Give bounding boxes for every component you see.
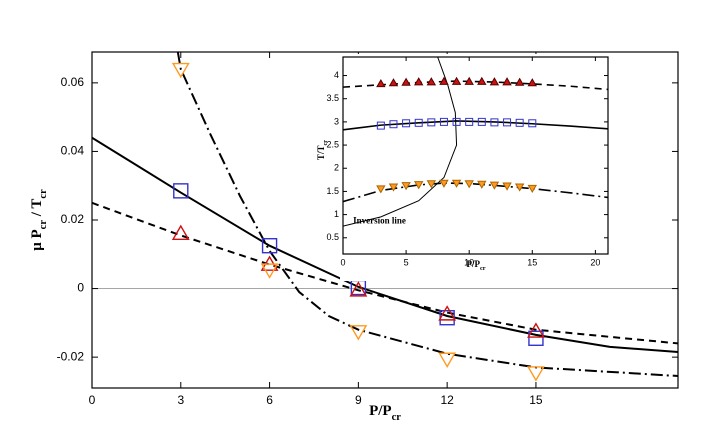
square-marker: [528, 330, 544, 346]
inset-background: [340, 54, 611, 281]
y-tick-label: 0.04: [61, 144, 85, 158]
square-marker: [490, 118, 499, 127]
y-axis-label-part: cr: [38, 189, 49, 199]
triangle-marker: [426, 180, 437, 189]
square-marker: [376, 121, 385, 130]
x-axis-label: P/Pcr: [369, 403, 401, 422]
x-axis-label: P/Pcr: [466, 259, 485, 272]
square-marker: [389, 120, 398, 129]
x-tick-label: 5: [404, 257, 409, 267]
plot-area: [92, 52, 678, 377]
y-axis-label: μ Pcr / Tcr: [29, 189, 48, 251]
x-tick-label: 6: [266, 393, 273, 407]
y-tick-label: 0: [77, 281, 84, 295]
triangle-marker: [426, 77, 437, 86]
square-marker: [261, 238, 278, 254]
x-tick-label: 0: [340, 257, 345, 267]
curve: [343, 120, 608, 131]
triangle-marker: [514, 77, 525, 86]
y-tick-label: 1: [334, 209, 339, 219]
triangle-marker: [401, 77, 411, 86]
triangle-marker: [477, 76, 487, 85]
triangle-marker: [260, 263, 279, 279]
triangle-marker: [388, 183, 399, 192]
curve: [343, 57, 458, 227]
y-axis-label-part: / T: [29, 199, 45, 220]
x-tick-label: 15: [529, 393, 543, 407]
triangle-marker: [376, 185, 386, 194]
x-axis-label-part: cr: [392, 412, 402, 423]
x-tick-label: 9: [355, 393, 362, 407]
triangle-marker: [527, 366, 545, 382]
triangle-marker: [527, 184, 538, 194]
x-axis-label-part: P/P: [369, 403, 392, 419]
y-tick-label: 3: [334, 116, 339, 126]
y-tick-label: 2.5: [326, 139, 339, 149]
square-marker: [173, 183, 189, 199]
curve: [176, 52, 678, 377]
y-axis-label: T/Tcr: [316, 140, 329, 160]
triangle-marker: [376, 79, 386, 88]
square-marker: [427, 118, 436, 127]
y-axis-label-part: cr: [322, 140, 329, 146]
triangle-marker: [527, 78, 538, 87]
y-tick-label: 0.06: [61, 75, 85, 89]
curve: [343, 80, 608, 91]
triangle-marker: [464, 76, 474, 85]
square-marker: [477, 117, 486, 126]
annotation: Inversion line: [353, 216, 406, 226]
y-tick-label: 0.5: [326, 232, 339, 242]
y-tick-label: 1.5: [326, 186, 339, 196]
triangle-marker: [451, 179, 462, 188]
square-marker: [528, 119, 537, 128]
x-tick-label: 12: [440, 393, 454, 407]
triangle-marker: [171, 224, 190, 241]
square-marker: [439, 117, 448, 126]
triangle-marker: [489, 181, 500, 190]
triangle-marker: [401, 182, 411, 191]
x-axis-label-part: cr: [480, 265, 486, 272]
triangle-marker: [438, 305, 457, 321]
y-axis-label-part: cr: [38, 220, 49, 230]
triangle-marker: [489, 77, 500, 86]
triangle-marker: [349, 325, 368, 341]
triangle-marker: [413, 181, 424, 190]
triangle-marker: [438, 352, 457, 368]
x-tick-label: 20: [590, 257, 600, 267]
y-tick-label: -0.02: [57, 349, 85, 363]
x-axis-label-part: P/P: [466, 259, 480, 269]
square-marker: [515, 118, 524, 127]
triangle-marker: [349, 281, 368, 297]
triangle-marker: [514, 183, 525, 192]
plot-frame: [342, 56, 609, 255]
x-tick-label: 0: [89, 393, 96, 407]
square-marker: [402, 119, 411, 128]
y-axis-label-part: T/T: [316, 146, 326, 161]
square-marker: [414, 118, 423, 127]
curve: [92, 201, 678, 345]
triangle-marker: [388, 78, 399, 87]
triangle-marker: [464, 180, 474, 189]
y-tick-label: 4: [334, 70, 339, 80]
triangle-marker: [502, 182, 512, 191]
x-tick-label: 15: [527, 257, 537, 267]
triangle-marker: [451, 76, 462, 85]
triangle-marker: [439, 179, 449, 188]
y-tick-label: 0.02: [61, 212, 85, 226]
triangle-marker: [477, 180, 487, 189]
x-tick-label: 3: [177, 393, 184, 407]
square-marker: [503, 118, 512, 127]
triangle-marker: [171, 62, 190, 79]
y-axis-label-part: μ P: [29, 229, 45, 250]
triangle-marker: [413, 77, 424, 86]
triangle-marker: [439, 76, 449, 85]
square-marker: [452, 117, 461, 126]
square-marker: [465, 117, 474, 126]
y-tick-label: 2: [334, 163, 339, 173]
triangle-marker: [502, 77, 512, 86]
x-tick-label: 10: [464, 257, 474, 267]
y-tick-label: 3.5: [326, 93, 339, 103]
triangle-marker: [527, 322, 545, 338]
